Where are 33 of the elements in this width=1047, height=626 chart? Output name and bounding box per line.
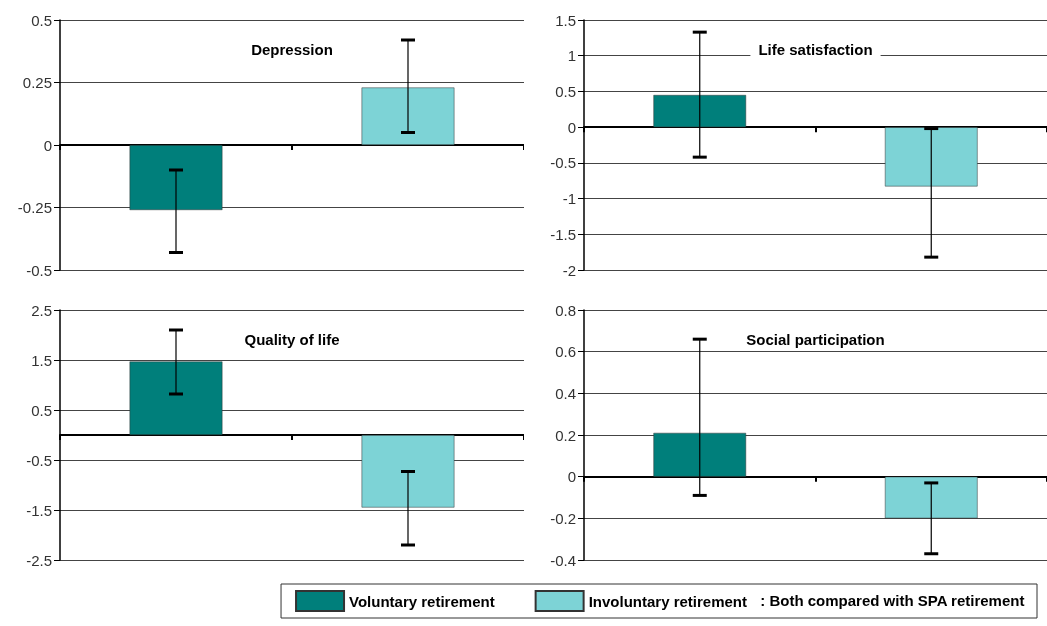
y-tick-label: -1.5 bbox=[26, 501, 52, 519]
y-tick-label: -1 bbox=[562, 190, 576, 208]
y-tick-label: 2.5 bbox=[31, 301, 52, 319]
text: Social participation bbox=[746, 331, 885, 348]
y-tick-label: -0.5 bbox=[26, 451, 52, 469]
y-tick-label: -0.25 bbox=[17, 199, 52, 216]
y-tick-label: 1.5 bbox=[555, 11, 576, 29]
y-tick-label: 0.8 bbox=[555, 301, 576, 319]
y-tick-label: 0 bbox=[567, 468, 576, 486]
y-tick-label: 0.5 bbox=[31, 11, 52, 29]
y-tick-label: -2 bbox=[562, 261, 576, 279]
y-tick-label: -1.5 bbox=[550, 225, 576, 243]
y-tick-label: 1 bbox=[567, 47, 576, 65]
y-tick-label: 0.5 bbox=[31, 401, 52, 419]
y-tick-label: -0.4 bbox=[550, 551, 576, 569]
y-tick-label: -0.5 bbox=[26, 261, 52, 279]
y-tick-label: -0.2 bbox=[550, 509, 576, 527]
text: Life satisfaction bbox=[758, 41, 873, 58]
text: : Both compared with SPA retirement bbox=[760, 592, 1025, 609]
text: Depression bbox=[251, 41, 333, 58]
y-tick-label: 0.5 bbox=[555, 82, 576, 100]
y-tick-label: -0.5 bbox=[550, 154, 576, 172]
legend-label: Voluntary retirement bbox=[349, 592, 495, 610]
text: Quality of life bbox=[244, 331, 340, 348]
legend-label: Involuntary retirement bbox=[588, 592, 747, 610]
y-tick-label: 0 bbox=[567, 118, 576, 136]
y-tick-label: -2.5 bbox=[26, 551, 52, 569]
y-tick-label: 1.5 bbox=[31, 351, 52, 369]
y-tick-label: 0.25 bbox=[22, 74, 52, 91]
y-tick-label: 0.2 bbox=[555, 426, 576, 444]
y-tick-label: 0.6 bbox=[555, 343, 576, 361]
y-tick-label: 0.4 bbox=[555, 384, 576, 402]
y-tick-label: 0 bbox=[43, 136, 52, 154]
